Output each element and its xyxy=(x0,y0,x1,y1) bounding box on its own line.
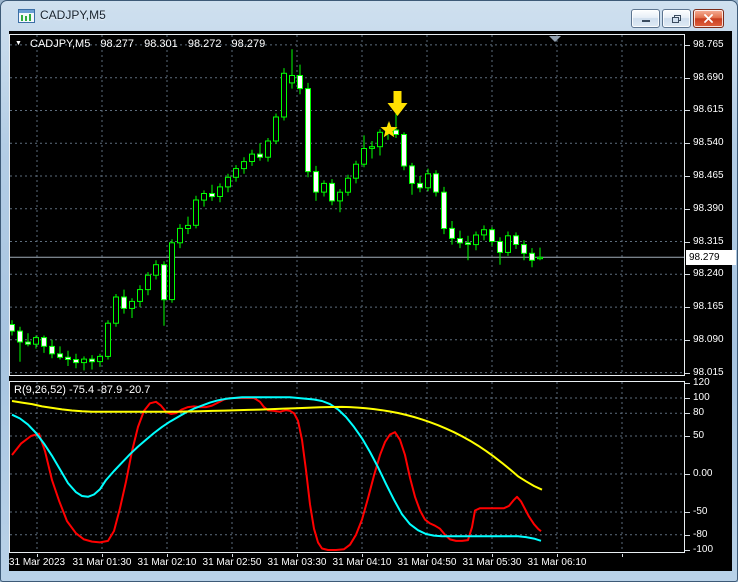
main-chart[interactable]: ▼ CADJPY,M5 98.277 98.301 98.272 98.279 xyxy=(9,34,685,376)
time-axis-tick xyxy=(427,554,428,557)
time-axis-tick xyxy=(102,554,103,557)
main-grid xyxy=(10,35,684,375)
time-axis-label: 31 Mar 03:30 xyxy=(267,557,327,568)
minimize-icon xyxy=(641,20,650,22)
price-axis-label: 98.540 xyxy=(693,137,724,149)
close-button[interactable] xyxy=(693,9,724,28)
price-axis-tick xyxy=(685,143,690,145)
indicator-panel[interactable]: R(9,26,52) -75.4 -87.9 -20.7 xyxy=(9,381,685,553)
price-axis-tick xyxy=(685,110,690,112)
minimize-button[interactable] xyxy=(631,9,660,28)
time-axis-label: 31 Mar 05:30 xyxy=(462,557,522,568)
current-price-tag: 98.279 xyxy=(686,250,736,265)
chart-icon xyxy=(18,9,35,23)
price-axis-tick xyxy=(685,274,690,276)
price-axis-label: 98.690 xyxy=(693,71,724,83)
time-axis-tick xyxy=(232,554,233,557)
time-axis-label: 31 Mar 2023 xyxy=(9,557,66,568)
indicator-axis-tick xyxy=(685,534,690,536)
candlesticks xyxy=(10,49,543,371)
ohlc-open: 98.277 xyxy=(100,38,135,50)
price-axis-tick xyxy=(685,307,690,309)
price-axis-tick xyxy=(685,44,690,46)
time-axis-tick xyxy=(557,554,558,557)
indicator-grid xyxy=(10,382,684,552)
indicator-axis-tick xyxy=(685,398,690,399)
price-axis-tick xyxy=(685,77,690,79)
time-axis-label: 31 Mar 04:10 xyxy=(332,557,392,568)
price-axis[interactable]: 98.765 98.690 98.615 98.540 98.465 98.390 98.3… xyxy=(685,31,732,555)
oscillator-line-mid-R26 xyxy=(11,396,542,542)
indicator-axis-label: 100 xyxy=(693,392,710,403)
restore-button[interactable] xyxy=(662,9,691,28)
indicator-axis-label: 0.00 xyxy=(693,468,713,479)
chart-client-area: ▼ CADJPY,M5 98.277 98.301 98.272 98.279 … xyxy=(9,31,736,571)
window-title: CADJPY,M5 xyxy=(40,8,106,22)
indicator-axis-label: 80 xyxy=(693,407,705,419)
shift-marker-icon[interactable] xyxy=(549,36,561,42)
ohlc-high: 98.301 xyxy=(144,38,178,50)
indicator-axis-label: -100 xyxy=(693,544,714,555)
indicator-axis-tick xyxy=(685,550,690,551)
close-icon xyxy=(704,14,713,23)
price-axis-label: 98.390 xyxy=(693,202,724,214)
ohlc-low: 98.272 xyxy=(187,38,222,50)
time-axis-tick xyxy=(297,554,298,557)
indicator-axis-label: 120 xyxy=(693,376,710,388)
indicator-axis-label: -50 xyxy=(693,506,708,517)
restore-icon xyxy=(672,14,681,23)
price-axis-label: 98.765 xyxy=(693,38,724,50)
dropdown-icon[interactable]: ▼ xyxy=(15,40,22,47)
time-axis-label: 31 Mar 02:10 xyxy=(137,557,197,568)
price-axis-tick xyxy=(685,339,690,341)
oscillator-line-fast-R9 xyxy=(11,397,542,551)
price-axis-tick xyxy=(685,241,690,243)
ohlc-close: 98.279 xyxy=(231,38,266,50)
oscillator-line-slow-R52 xyxy=(11,400,543,491)
time-axis-tick xyxy=(167,554,168,557)
time-axis-label: 31 Mar 04:50 xyxy=(397,557,457,568)
title-bar[interactable]: CADJPY,M5 xyxy=(1,1,737,30)
indicator-axis-label: -80 xyxy=(693,528,708,540)
price-axis-label: 98.165 xyxy=(693,301,724,313)
symbol-label: CADJPY,M5 xyxy=(30,38,91,50)
price-axis-label: 98.465 xyxy=(693,169,724,181)
time-axis-label: 31 Mar 06:10 xyxy=(527,557,587,568)
chart-header: ▼ CADJPY,M5 98.277 98.301 98.272 98.279 xyxy=(15,38,272,50)
price-axis-label: 98.015 xyxy=(693,366,724,378)
indicator-axis-tick xyxy=(685,413,690,415)
time-axis-tick xyxy=(362,554,363,557)
indicator-axis-tick xyxy=(685,512,690,513)
star-icon xyxy=(380,121,398,138)
time-axis-tick xyxy=(492,554,493,557)
time-axis-tick xyxy=(622,554,623,557)
time-axis-tick xyxy=(37,554,38,557)
time-axis-label: 31 Mar 01:30 xyxy=(72,557,132,568)
price-axis-label: 98.090 xyxy=(693,333,724,345)
sell-arrow-icon xyxy=(387,91,408,116)
price-axis-label: 98.315 xyxy=(693,235,724,247)
price-axis-tick xyxy=(685,208,690,210)
price-axis-label: 98.240 xyxy=(693,268,724,280)
price-axis-tick xyxy=(685,175,690,177)
indicator-label: R(9,26,52) -75.4 -87.9 -20.7 xyxy=(14,384,151,396)
time-axis[interactable]: 31 Mar 2023 31 Mar 01:30 31 Mar 02:10 31 Ma… xyxy=(9,554,685,571)
price-axis-label: 98.615 xyxy=(693,104,724,116)
indicator-axis-tick xyxy=(685,436,690,437)
indicator-axis-tick xyxy=(685,382,690,384)
price-axis-tick xyxy=(685,372,690,374)
indicator-axis-label: 50 xyxy=(693,430,705,441)
indicator-axis-tick xyxy=(685,474,690,475)
time-axis-label: 31 Mar 02:50 xyxy=(202,557,262,568)
